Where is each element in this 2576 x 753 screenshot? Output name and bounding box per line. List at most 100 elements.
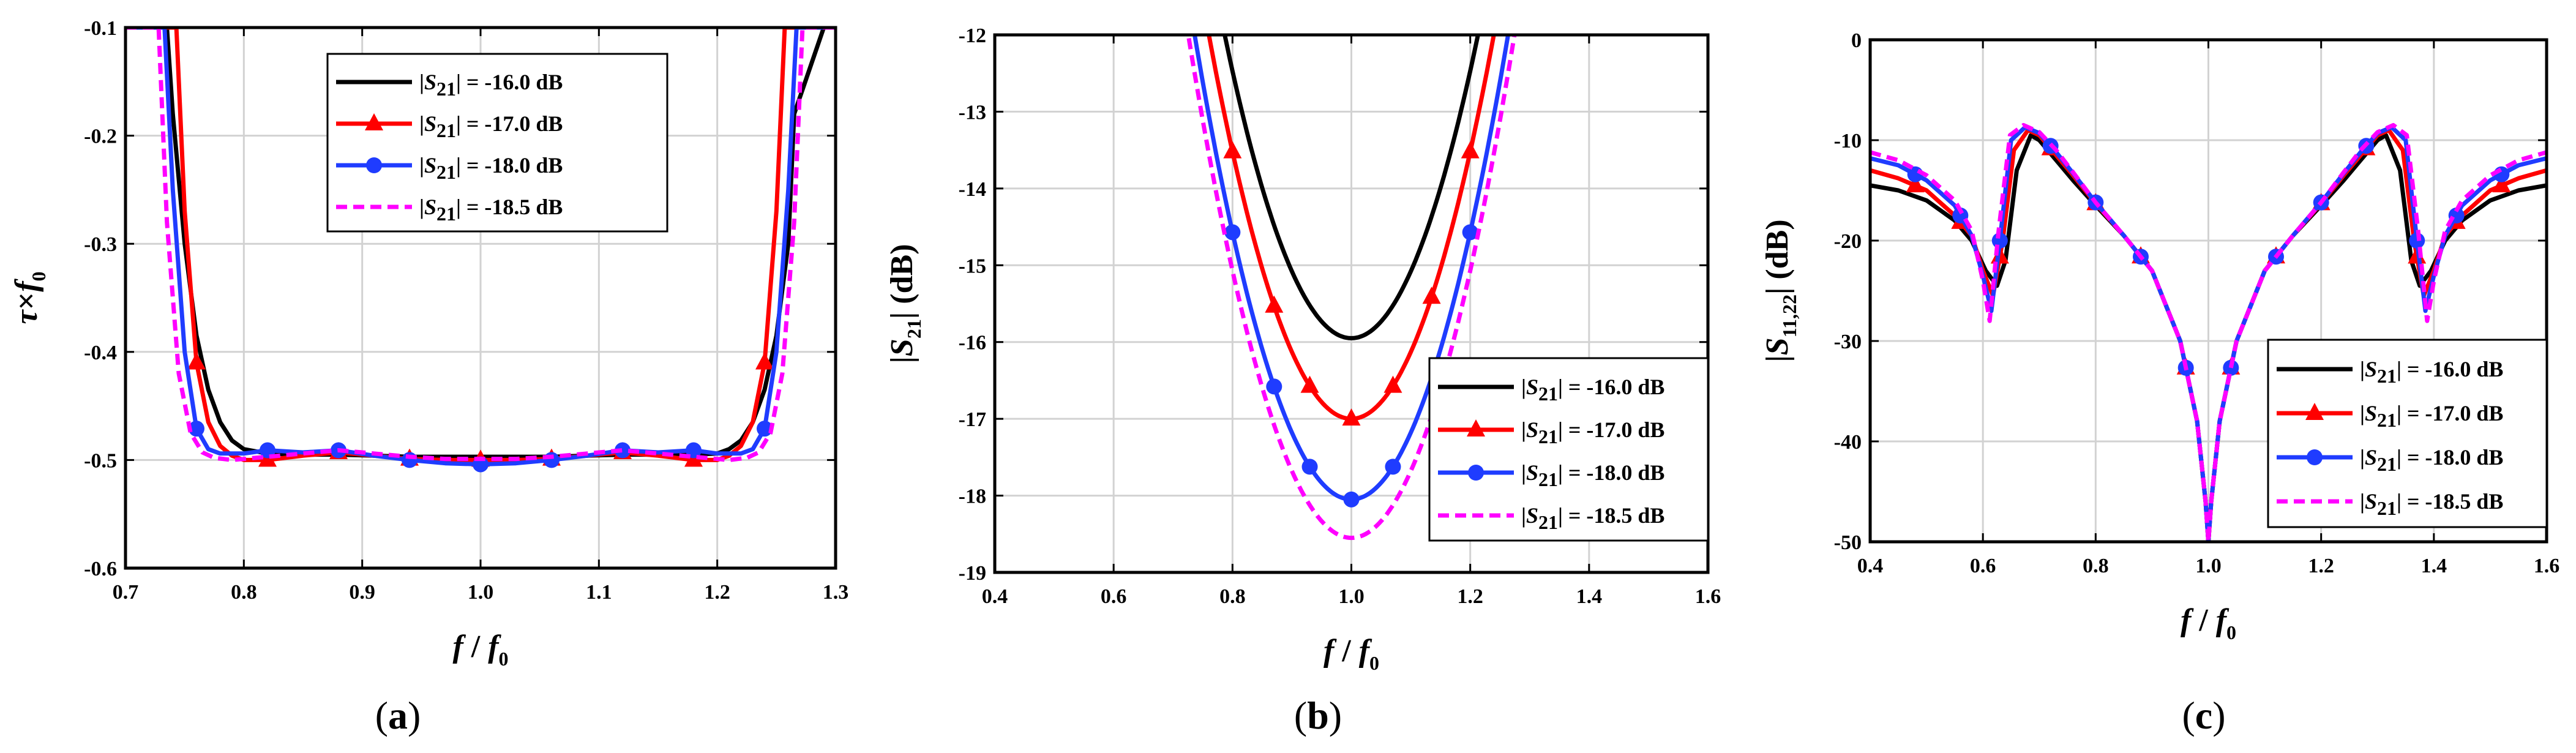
legend-marker-triangle <box>2305 403 2324 420</box>
y-tick-label: 0 <box>1851 29 1862 52</box>
legend-label-2: |S21| = -17.0 dB <box>2360 401 2503 431</box>
legend-marker-circle <box>2307 449 2323 465</box>
x-tick-label: 0.4 <box>1857 555 1884 577</box>
data-point-triangle <box>755 352 774 370</box>
x-tick-label: 0.7 <box>113 581 139 604</box>
data-point-circle <box>402 452 417 468</box>
data-point-circle <box>1224 224 1241 241</box>
legend-marker-triangle <box>1467 419 1485 436</box>
y-tick-label: -10 <box>1834 130 1862 152</box>
legend: |S21| = -16.0 dB |S21| = -17.0 dB |S21| = … <box>326 53 668 233</box>
x-tick-label: 1.0 <box>2195 555 2222 577</box>
legend-label-2: |S21| = -17.0 dB <box>1521 418 1664 448</box>
x-tick-label: 0.4 <box>982 585 1008 608</box>
y-tick-label: -13 <box>959 101 986 124</box>
x-tick-label: 1.6 <box>1695 585 1721 608</box>
series-line-4 <box>125 28 836 462</box>
x-tick-label: 1.6 <box>2534 555 2560 577</box>
data-point-triangle <box>2492 175 2511 193</box>
y-tick-label: -12 <box>959 24 986 47</box>
y-tick-label: -20 <box>1834 230 1862 253</box>
panel-label: (a) <box>375 694 421 737</box>
plot-area <box>1186 35 1517 541</box>
panel-label: (c) <box>2182 694 2225 737</box>
plot-frame <box>993 33 1710 574</box>
x-axis-label: f / f0 <box>2181 603 2236 643</box>
x-tick-label: 1.0 <box>468 581 494 604</box>
y-tick-label: -0.1 <box>84 17 117 40</box>
legend-marker-circle <box>1468 465 1484 481</box>
y-axis-label: |S11,22| (dB) <box>1760 219 1800 362</box>
legend-label-3: |S21| = -18.0 dB <box>1521 460 1664 490</box>
x-tick-label: 0.8 <box>1219 585 1246 608</box>
y-tick-label: -0.3 <box>84 233 117 256</box>
legend-label-1: |S21| = -16.0 dB <box>2360 357 2503 387</box>
legend-marker-triangle <box>365 113 383 130</box>
x-tick-label: 1.4 <box>2421 555 2447 577</box>
y-tick-label: -30 <box>1834 331 1862 353</box>
data-point-triangle <box>1383 375 1402 393</box>
legend-label-3: |S21| = -18.0 dB <box>2360 445 2503 475</box>
y-tick-label: -50 <box>1834 531 1862 554</box>
data-point-circle <box>615 442 631 459</box>
data-point-triangle <box>1265 295 1284 313</box>
data-point-circle <box>1385 459 1401 475</box>
plot-frame <box>1868 38 2548 544</box>
x-tick-label: 0.8 <box>231 581 257 604</box>
x-tick-label: 0.8 <box>2083 555 2109 577</box>
y-tick-label: -0.4 <box>84 342 117 364</box>
data-point-triangle <box>1461 141 1480 159</box>
series-line-1 <box>1870 133 2547 542</box>
chart-panel-b: 0.4 0.6 0.8 1.0 1.2 1.4 1.6 -19 -18 -17 -16 -15 -14 -… <box>885 24 1721 737</box>
x-tick-label: 0.6 <box>1970 555 1996 577</box>
x-tick-label: 1.4 <box>1576 585 1603 608</box>
y-tick-label: -14 <box>959 178 986 201</box>
series-line-1 <box>1222 35 1480 340</box>
data-point-triangle <box>1223 141 1242 159</box>
data-point-circle <box>1343 491 1360 508</box>
y-tick-label: -0.2 <box>84 126 117 148</box>
y-tick-label: -19 <box>959 562 986 585</box>
data-point-circle <box>1266 378 1282 395</box>
legend: |S21| = -16.0 dB |S21| = -17.0 dB |S21| = … <box>2267 339 2548 528</box>
x-axis-label: f / f0 <box>452 629 508 670</box>
plot-area <box>125 28 836 473</box>
chart-panel-a: 0.7 0.8 0.9 1.0 1.1 1.2 1.3 -0.6 -0.5 -0.4 -0.3 -0.… <box>9 17 848 737</box>
series-line-4 <box>1870 122 2547 542</box>
series-line-4 <box>1186 35 1517 541</box>
legend-label-1: |S21| = -16.0 dB <box>1521 375 1664 405</box>
y-axis-label: |S21| (dB) <box>885 244 925 363</box>
legend: |S21| = -16.0 dB |S21| = -17.0 dB |S21| = … <box>1428 357 1709 542</box>
x-tick-label: 1.3 <box>823 581 849 604</box>
x-tick-label: 1.1 <box>586 581 612 604</box>
data-point-circle <box>1301 459 1318 475</box>
x-tick-label: 1.0 <box>1338 585 1365 608</box>
plot-frame <box>124 26 837 570</box>
plot-area <box>1870 122 2547 542</box>
y-tick-label: -17 <box>959 408 986 431</box>
data-point-triangle <box>1906 175 1925 193</box>
legend-label-4: |S21| = -18.5 dB <box>1521 503 1664 533</box>
y-tick-label: -18 <box>959 485 986 508</box>
panel-label: (b) <box>1294 694 1342 737</box>
x-tick-label: 0.9 <box>349 581 375 604</box>
x-tick-label: 1.2 <box>2308 555 2334 577</box>
y-tick-label: -0.5 <box>84 449 117 472</box>
legend-label-4: |S21| = -18.5 dB <box>2360 489 2503 519</box>
data-point-triangle <box>1422 287 1441 304</box>
data-point-circle <box>1462 224 1478 241</box>
legend-label-1: |S21| = -16.0 dB <box>419 70 563 100</box>
y-tick-label: -40 <box>1834 431 1862 454</box>
x-tick-label: 1.2 <box>704 581 730 604</box>
y-axis-label: τ×f0 <box>9 271 50 324</box>
y-tick-label: -15 <box>959 255 986 277</box>
y-tick-label: -16 <box>959 332 986 354</box>
legend-label-2: |S21| = -17.0 dB <box>419 111 563 141</box>
x-axis-label: f / f0 <box>1324 634 1379 674</box>
x-tick-label: 0.6 <box>1101 585 1127 608</box>
data-point-circle <box>2409 233 2425 249</box>
data-point-triangle <box>1342 408 1361 426</box>
legend-label-3: |S21| = -18.0 dB <box>419 153 563 183</box>
legend-label-4: |S21| = -18.5 dB <box>419 195 563 225</box>
